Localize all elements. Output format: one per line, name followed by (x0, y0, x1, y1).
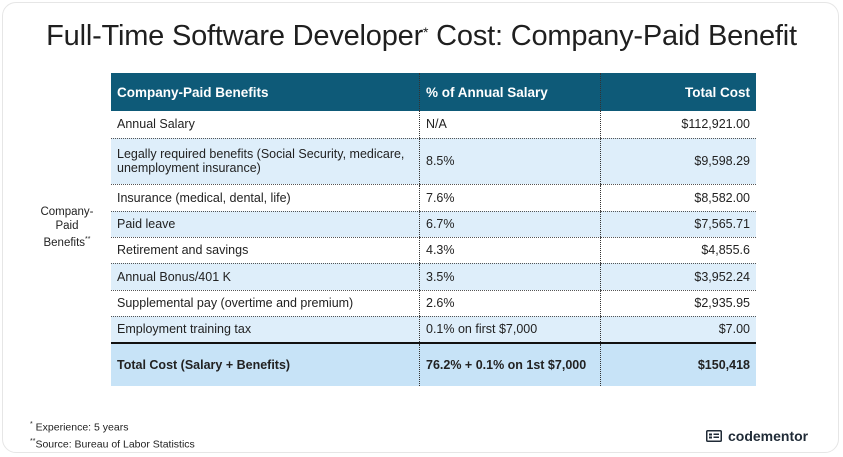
row-percent: 7.6% (419, 184, 601, 212)
total-cost: $150,418 (600, 342, 756, 386)
table-header-row: Company-Paid Benefits % of Annual Salary… (111, 73, 756, 111)
row-cost: $112,921.00 (600, 111, 756, 139)
row-cost: $8,582.00 (600, 184, 756, 212)
table-row: Paid leave 6.7% $7,565.71 (111, 211, 756, 238)
total-row: Total Cost (Salary + Benefits) 76.2% + 0… (111, 342, 756, 386)
row-group-footnote-mark: ** (85, 236, 91, 243)
row-group-label-text: Benefits (43, 236, 86, 249)
row-group-label-line2: Paid (55, 220, 79, 232)
row-percent: 0.1% on first $7,000 (419, 316, 601, 343)
row-percent: 6.7% (419, 211, 601, 238)
row-label: Annual Bonus/401 K (111, 263, 420, 291)
row-group-label: Company- Paid Benefits** (22, 205, 112, 250)
header-total-cost: Total Cost (600, 73, 756, 111)
row-label: Retirement and savings (111, 237, 420, 264)
page-title: Full-Time Software Developer* Cost: Comp… (0, 20, 843, 53)
row-label: Employment training tax (111, 316, 420, 343)
footnote-text: Experience: 5 years (32, 421, 129, 434)
footnote-experience: * Experience: 5 years (30, 418, 195, 435)
row-label: Annual Salary (111, 111, 420, 139)
row-percent: 8.5% (419, 138, 601, 185)
title-footnote-mark: * (423, 24, 429, 40)
header-percent: % of Annual Salary (419, 73, 601, 111)
cost-table: Company-Paid Benefits % of Annual Salary… (111, 73, 756, 386)
footnote-mark: ** (30, 437, 36, 445)
row-percent: 4.3% (419, 237, 601, 264)
row-group-label-line3: Benefits** (22, 233, 112, 250)
table-row: Annual Bonus/401 K 3.5% $3,952.24 (111, 263, 756, 291)
card-frame (2, 2, 839, 453)
row-cost: $7,565.71 (600, 211, 756, 238)
table-row: Legally required benefits (Social Securi… (111, 138, 756, 185)
footnote-source: **Source: Bureau of Labor Statistics (30, 435, 195, 452)
row-percent: 3.5% (419, 263, 601, 291)
row-cost: $4,855.6 (600, 237, 756, 264)
title-text: Full-Time Software Developer (46, 20, 424, 52)
brand-logo: codementor (706, 428, 808, 444)
row-label: Paid leave (111, 211, 420, 238)
table-row: Supplemental pay (overtime and premium) … (111, 290, 756, 317)
row-percent: 2.6% (419, 290, 601, 317)
row-label: Legally required benefits (Social Securi… (111, 138, 420, 185)
footnote-mark: * (30, 421, 33, 428)
brand-name: codementor (728, 428, 809, 444)
table-row: Employment training tax 0.1% on first $7… (111, 316, 756, 343)
title-text-rest: Cost: Company-Paid Benefit (428, 20, 797, 52)
row-group-label-line1: Company- (40, 206, 94, 218)
row-label: Supplemental pay (overtime and premium) (111, 290, 420, 317)
total-label: Total Cost (Salary + Benefits) (111, 342, 420, 386)
codementor-logo-icon (706, 430, 722, 442)
total-percent: 76.2% + 0.1% on 1st $7,000 (419, 342, 601, 386)
row-cost: $3,952.24 (600, 263, 756, 291)
row-cost: $2,935.95 (600, 290, 756, 317)
row-cost: $7.00 (600, 316, 756, 343)
header-benefits: Company-Paid Benefits (111, 73, 420, 111)
row-cost: $9,598.29 (600, 138, 756, 185)
footnote-text: Source: Bureau of Labor Statistics (35, 438, 195, 450)
footnotes: * Experience: 5 years **Source: Bureau o… (30, 418, 195, 451)
table-row: Retirement and savings 4.3% $4,855.6 (111, 237, 756, 264)
table-row: Insurance (medical, dental, life) 7.6% $… (111, 184, 756, 212)
row-percent: N/A (419, 111, 601, 139)
row-label: Insurance (medical, dental, life) (111, 184, 420, 212)
table-row: Annual Salary N/A $112,921.00 (111, 111, 756, 139)
